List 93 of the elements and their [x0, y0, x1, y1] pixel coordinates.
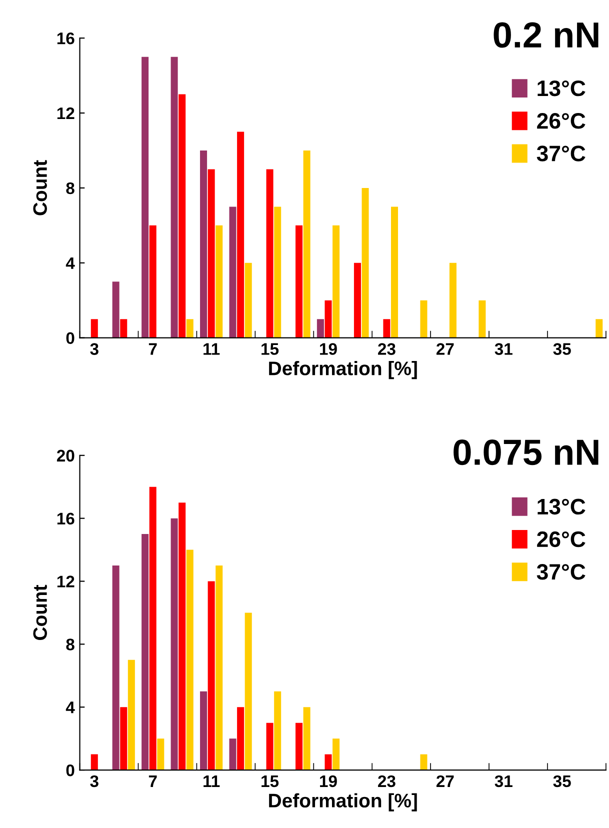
- bar: [186, 319, 194, 338]
- bar: [324, 754, 332, 770]
- x-tick-label: 15: [262, 776, 279, 788]
- y-tick-label: 0: [66, 332, 74, 344]
- bar: [112, 282, 120, 338]
- legend-label: 26°C: [537, 531, 586, 548]
- x-tick-label: 15: [262, 343, 279, 355]
- bar: [332, 225, 340, 338]
- bar: [170, 518, 178, 770]
- x-tick-label: 23: [378, 775, 396, 788]
- x-tick-label: 31: [494, 775, 512, 788]
- bar: [332, 738, 340, 770]
- x-tick-label: 27: [436, 343, 454, 355]
- legend-label: 13°C: [538, 498, 586, 515]
- bar: [186, 550, 194, 770]
- x-axis-title: Deformation [%]: [269, 793, 417, 812]
- bar: [266, 169, 274, 338]
- x-tick-label: 7: [148, 343, 157, 355]
- x-tick-label: 3: [90, 775, 98, 788]
- bar: [244, 612, 252, 770]
- bar: [229, 206, 236, 338]
- bar: [157, 738, 164, 770]
- bar: [266, 722, 274, 770]
- bar: [142, 534, 149, 770]
- legend-label: 13°C: [538, 80, 586, 96]
- bar: [420, 300, 428, 338]
- x-tick-label: 19: [320, 343, 337, 355]
- bar: [216, 225, 223, 338]
- bar: [478, 300, 486, 338]
- bar: [128, 660, 135, 770]
- y-tick-label: 4: [66, 257, 75, 269]
- y-tick-label: 0: [66, 764, 74, 776]
- bar: [274, 691, 282, 770]
- bar: [120, 319, 128, 338]
- bar: [296, 225, 303, 338]
- bar: [208, 581, 215, 770]
- y-tick-label: 16: [57, 512, 74, 525]
- chart-title: 0.2 nN: [494, 22, 598, 48]
- y-tick-label: 16: [57, 32, 74, 44]
- x-tick-label: 19: [320, 775, 337, 788]
- bar: [200, 691, 208, 770]
- bar: [274, 206, 282, 338]
- legend-label: 26°C: [537, 113, 586, 129]
- bar: [112, 566, 120, 770]
- bar: [362, 188, 369, 338]
- x-tick-label: 31: [494, 343, 512, 355]
- x-tick-label: 35: [553, 343, 571, 355]
- bar: [237, 132, 244, 338]
- bar: [324, 300, 332, 338]
- bar: [142, 56, 149, 338]
- y-tick-label: 12: [57, 107, 74, 120]
- bar: [90, 754, 98, 770]
- bar: [303, 707, 310, 770]
- bar: [178, 502, 186, 770]
- bar: [90, 319, 98, 338]
- x-tick-label: 11: [204, 343, 220, 355]
- bar: [178, 94, 186, 338]
- bar: [596, 319, 603, 338]
- bar: [120, 707, 128, 770]
- bar: [237, 707, 244, 770]
- bar: [449, 262, 456, 338]
- bar: [216, 566, 223, 770]
- y-tick-label: 4: [66, 702, 75, 714]
- y-tick-label: 8: [66, 182, 74, 194]
- x-tick-label: 7: [148, 776, 157, 787]
- y-axis-title: Count: [33, 584, 47, 640]
- x-tick-label: 3: [90, 343, 98, 355]
- bar: [316, 319, 324, 338]
- y-tick-label: 12: [57, 576, 74, 588]
- bar: [208, 169, 215, 338]
- bar: [170, 56, 178, 338]
- bar: [303, 150, 310, 338]
- bar: [296, 722, 303, 770]
- x-tick-label: 35: [553, 775, 571, 788]
- x-tick-label: 27: [436, 775, 454, 787]
- y-tick-label: 8: [66, 638, 74, 650]
- x-tick-label: 23: [378, 343, 396, 355]
- legend-label: 37°C: [536, 564, 586, 580]
- y-axis-title: Count: [33, 160, 47, 216]
- bar: [229, 738, 236, 770]
- bar: [149, 486, 156, 770]
- bar: [354, 262, 361, 338]
- bar: [200, 150, 208, 338]
- bar: [383, 319, 390, 338]
- bar: [420, 754, 428, 770]
- bar: [391, 206, 398, 338]
- x-axis-title: Deformation [%]: [269, 361, 417, 380]
- chart-title: 0.075 nN: [454, 440, 598, 466]
- x-tick-label: 11: [204, 776, 220, 787]
- y-tick-label: 20: [56, 450, 74, 462]
- legend-label: 37°C: [536, 146, 586, 162]
- bar: [244, 262, 252, 338]
- bar: [149, 225, 156, 338]
